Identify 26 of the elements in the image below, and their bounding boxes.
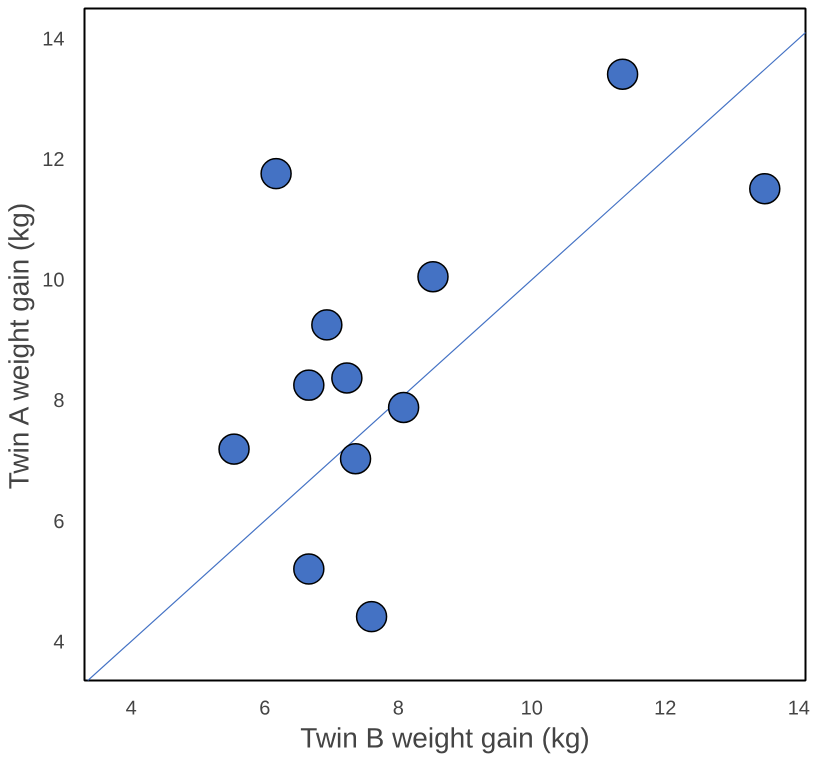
- point: [331, 362, 363, 394]
- x-tick-label: 14: [788, 698, 810, 720]
- y-axis-title: Twin A weight gain (kg): [3, 202, 34, 490]
- point: [356, 600, 388, 632]
- point: [293, 553, 325, 585]
- x-tick-label: 6: [259, 698, 270, 720]
- point: [293, 369, 325, 401]
- x-tick-label: 10: [520, 698, 543, 720]
- y-tick-label: 12: [42, 149, 65, 172]
- x-axis-title: Twin B weight gain (kg): [300, 722, 590, 754]
- point: [388, 392, 420, 424]
- x-tick-label: 12: [654, 698, 676, 720]
- point: [260, 158, 292, 190]
- y-tick-label: 6: [53, 510, 64, 533]
- x-tick-label: 8: [392, 698, 404, 720]
- point: [218, 433, 250, 465]
- y-tick-label: 4: [53, 631, 64, 654]
- y-tick-label: 8: [53, 390, 64, 412]
- point: [340, 442, 372, 474]
- x-tick-label: 4: [126, 698, 137, 720]
- y-tick-label: 14: [42, 28, 65, 51]
- point: [749, 172, 781, 204]
- point: [417, 260, 449, 292]
- y-tick-label: 10: [42, 270, 65, 292]
- point: [606, 58, 638, 90]
- point: [311, 309, 343, 341]
